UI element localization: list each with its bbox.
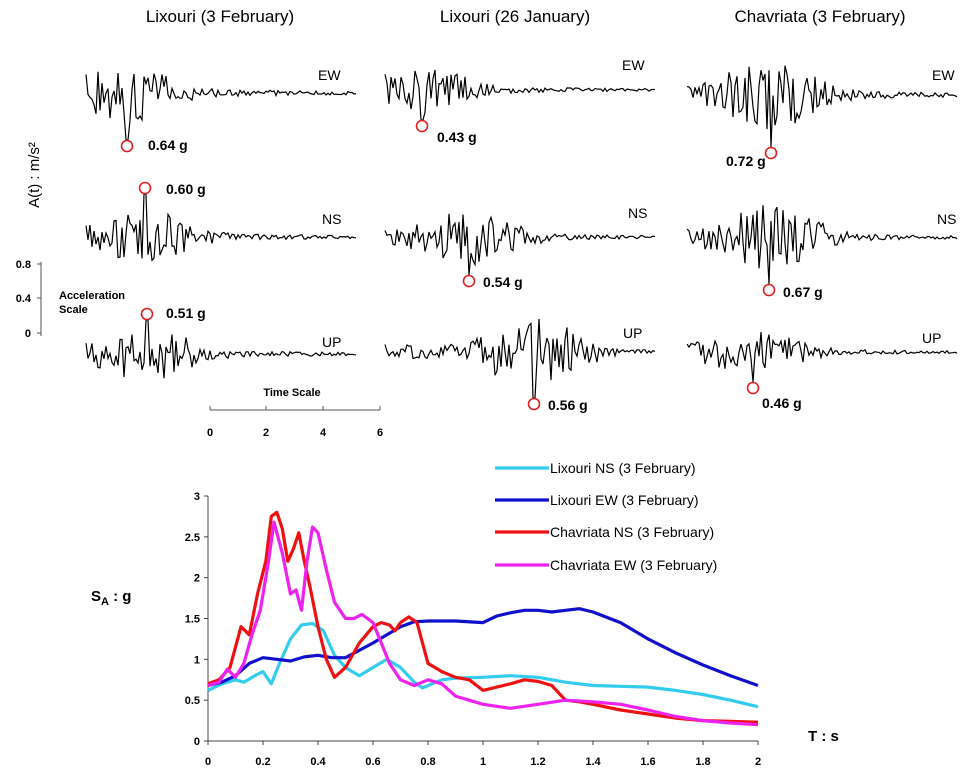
peak-value-label: 0.72 g bbox=[726, 153, 766, 169]
peak-value-label: 0.43 g bbox=[437, 129, 477, 145]
series-line-4 bbox=[207, 520, 759, 727]
accelerogram-trace bbox=[384, 69, 656, 121]
series-line-1 bbox=[207, 621, 759, 709]
acceleration-scale: 0.8 0.4 0 Acceleration Scale bbox=[16, 259, 126, 340]
component-label: UP bbox=[922, 330, 941, 346]
peak-value-label: 0.56 g bbox=[548, 397, 588, 413]
chart-legend: Lixouri NS (3 February) Lixouri EW (3 Feb… bbox=[495, 460, 717, 573]
acc-scale-tick-0.4: 0.4 bbox=[16, 293, 32, 305]
accelerograms: EW 0.64 g NS 0.60 g UP 0.51 g EW 0.43 g NS 0.54 g… bbox=[85, 57, 958, 413]
acc-scale-label-2: Scale bbox=[59, 304, 88, 316]
acc-scale-tick-0: 0 bbox=[25, 328, 31, 340]
legend-label: Chavriata EW (3 February) bbox=[550, 557, 717, 573]
acceleration-axis-label: A(t) : m/s² bbox=[26, 142, 43, 208]
column-title-1: Lixouri (3 February) bbox=[146, 7, 294, 26]
component-label: UP bbox=[322, 334, 341, 350]
sa-axis-label: SA : g bbox=[91, 588, 131, 608]
peak-value-label: 0.46 g bbox=[762, 395, 802, 411]
legend-label: Lixouri EW (3 February) bbox=[550, 492, 699, 508]
time-scale-label: Time Scale bbox=[263, 387, 320, 399]
peak-marker bbox=[462, 274, 476, 288]
response-spectra-chart: 0 0.5 1 1.5 2 2.5 3 0 0.2 0.4 0.6 0.8 1 1.2 1.4 1.6 1.8 2 bbox=[185, 491, 761, 768]
peak-marker bbox=[527, 397, 541, 411]
x-tick-label: 1.4 bbox=[585, 756, 601, 768]
y-tick-label: 0.5 bbox=[185, 695, 200, 707]
peak-value-label: 0.54 g bbox=[483, 274, 523, 290]
peak-marker bbox=[138, 181, 152, 195]
time-scale-tick-4: 4 bbox=[320, 427, 327, 439]
peak-marker bbox=[746, 381, 760, 395]
column-title-2: Lixouri (26 January) bbox=[440, 7, 590, 26]
accelerogram-trace bbox=[686, 332, 958, 383]
peak-marker bbox=[415, 119, 429, 133]
accelerogram-trace bbox=[384, 213, 656, 276]
x-tick-label: 1 bbox=[480, 756, 486, 768]
accelerogram-trace bbox=[85, 193, 357, 262]
peak-value-label: 0.64 g bbox=[148, 137, 188, 153]
time-scale: Time Scale 0 2 4 6 bbox=[207, 387, 383, 439]
y-tick-label: 2 bbox=[194, 573, 200, 585]
accelerogram-trace bbox=[686, 65, 958, 148]
y-tick-label: 3 bbox=[194, 491, 200, 503]
component-label: NS bbox=[322, 211, 341, 227]
legend-label: Lixouri NS (3 February) bbox=[550, 460, 696, 476]
peak-marker bbox=[762, 283, 776, 297]
peak-value-label: 0.60 g bbox=[166, 181, 206, 197]
peak-marker bbox=[140, 307, 154, 321]
time-scale-tick-2: 2 bbox=[263, 427, 269, 439]
peak-marker bbox=[764, 146, 778, 160]
x-tick-label: 1.2 bbox=[530, 756, 545, 768]
column-title-3: Chavriata (3 February) bbox=[734, 7, 905, 26]
accelerogram-trace bbox=[85, 319, 357, 379]
x-tick-label: 0.4 bbox=[310, 756, 326, 768]
time-scale-tick-0: 0 bbox=[207, 427, 213, 439]
peak-value-label: 0.51 g bbox=[166, 305, 206, 321]
peak-value-label: 0.67 g bbox=[783, 284, 823, 300]
series-line-2 bbox=[207, 607, 759, 688]
x-tick-label: 0.8 bbox=[420, 756, 435, 768]
x-tick-label: 0.2 bbox=[255, 756, 270, 768]
accelerogram-trace bbox=[384, 318, 656, 399]
acc-scale-label-1: Acceleration bbox=[59, 290, 125, 302]
component-label: UP bbox=[623, 325, 642, 341]
x-tick-label: 1.8 bbox=[695, 756, 710, 768]
x-tick-label: 0.6 bbox=[365, 756, 380, 768]
y-tick-label: 0 bbox=[194, 736, 200, 748]
y-tick-label: 2.5 bbox=[185, 532, 200, 544]
component-label: NS bbox=[937, 211, 956, 227]
y-tick-label: 1.5 bbox=[185, 614, 200, 626]
x-tick-label: 1.6 bbox=[640, 756, 655, 768]
x-tick-label: 2 bbox=[755, 756, 761, 768]
component-label: NS bbox=[628, 205, 647, 221]
y-tick-label: 1 bbox=[194, 654, 200, 666]
component-label: EW bbox=[318, 67, 341, 83]
x-tick-label: 0 bbox=[205, 756, 211, 768]
peak-marker bbox=[120, 139, 134, 153]
legend-label: Chavriata NS (3 February) bbox=[550, 524, 714, 540]
component-label: EW bbox=[932, 67, 955, 83]
acc-scale-tick-0.8: 0.8 bbox=[16, 259, 31, 271]
period-axis-label: T : s bbox=[808, 728, 839, 745]
component-label: EW bbox=[622, 57, 645, 73]
time-scale-tick-6: 6 bbox=[377, 427, 383, 439]
accelerogram-trace bbox=[85, 71, 357, 141]
accelerogram-trace bbox=[686, 205, 958, 285]
